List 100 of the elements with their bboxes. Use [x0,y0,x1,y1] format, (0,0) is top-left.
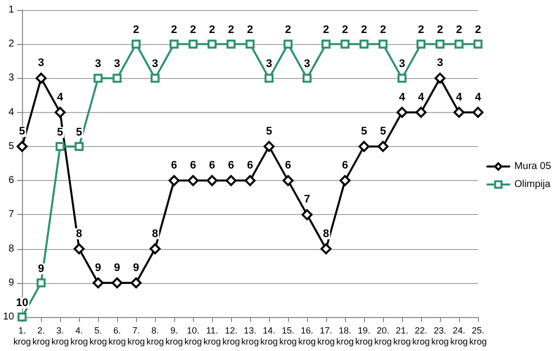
data-label: 2 [133,24,140,36]
data-label: 4 [456,91,463,104]
data-label: 2 [190,24,196,36]
y-tick-label: 10 [3,312,15,322]
x-tick-label: 17. krog [317,326,335,346]
point [74,243,85,254]
point [454,40,464,49]
data-label: 6 [247,160,254,172]
x-tick-label: 3. krog [51,326,69,346]
y-tick-label: 9 [8,277,15,288]
x-tick-label: 19. krog [355,326,373,346]
point [74,142,84,151]
point [302,209,313,220]
point [398,74,407,83]
point [94,74,103,83]
data-label: 3 [152,58,158,70]
data-label: 6 [342,160,348,172]
x-tick-label: 1. krog [13,326,31,346]
data-label: 2 [474,24,482,36]
point [472,106,484,118]
data-label: 6 [284,160,292,172]
point [416,40,426,49]
x-tick-label: 5. krog [89,326,107,346]
point [436,40,445,49]
data-label: 3 [95,58,102,70]
point [150,74,160,83]
x-tick-label: 4. krog [70,326,88,346]
data-label: 2 [342,24,348,36]
data-label: 4 [57,91,64,104]
x-tick-label: 12. krog [222,326,240,346]
point [378,140,389,152]
data-label: 2 [247,24,254,36]
x-tick-label: 11. krog [203,326,221,346]
x-tick-label: 25. krog [469,326,487,346]
data-label: 9 [38,262,44,275]
point [112,277,123,288]
point [16,140,28,152]
data-label: 2 [360,24,368,36]
data-label: 2 [209,24,216,36]
data-label: 3 [114,58,120,70]
data-label: 8 [76,228,82,240]
point [208,40,217,49]
point [264,140,275,152]
point [188,40,198,49]
data-label: 5 [76,126,82,138]
legend-label: Olimpija [514,179,551,190]
x-tick-label: 8. krog [146,326,164,346]
y-tick-label: 8 [8,243,15,254]
data-label: 5 [266,125,272,138]
y-tick-label: 5 [8,140,15,152]
point [206,175,218,186]
point [454,106,465,118]
data-label: 5 [57,126,64,138]
point [226,175,237,186]
point [340,40,350,49]
point [396,106,408,118]
x-tick-label: 14. krog [260,326,278,346]
y-tick-label: 6 [8,175,15,186]
data-label: 10 [16,297,28,309]
point [284,40,293,49]
x-tick-label: 23. krog [431,326,449,346]
y-tick-label: 3 [8,72,15,84]
data-label: 7 [304,194,310,206]
point [168,175,180,186]
point [56,142,65,151]
point [416,106,427,118]
point [282,175,294,186]
x-tick-label: 16. krog [298,326,316,346]
data-label: 9 [133,262,140,274]
data-label: 6 [209,160,216,172]
point [434,72,446,84]
point [170,40,179,49]
data-label: 9 [114,262,120,274]
point [54,106,66,118]
point [188,175,199,186]
data-label: 2 [380,24,386,36]
x-tick-label: 6. krog [108,326,126,346]
data-label: 3 [266,58,272,70]
data-label: 4 [398,91,406,104]
x-tick-label: 15. krog [279,326,297,346]
point [360,40,369,49]
point [226,40,236,49]
data-label: 2 [284,24,292,36]
x-tick-label: 18. krog [336,326,354,346]
data-label: 3 [304,58,310,70]
x-tick-label: 21. krog [393,326,411,346]
point [246,40,255,49]
point [36,278,46,288]
data-label: 6 [190,160,196,172]
data-label: 2 [456,24,462,36]
point [130,277,142,288]
point [112,74,122,83]
point [132,40,141,49]
data-label: 3 [38,57,44,70]
y-tick-label: 2 [8,38,15,50]
data-label: 2 [171,24,178,36]
x-tick-label: 24. krog [450,326,468,346]
point [36,72,47,84]
data-label: 3 [436,57,444,70]
y-tick-label: 4 [8,106,15,118]
